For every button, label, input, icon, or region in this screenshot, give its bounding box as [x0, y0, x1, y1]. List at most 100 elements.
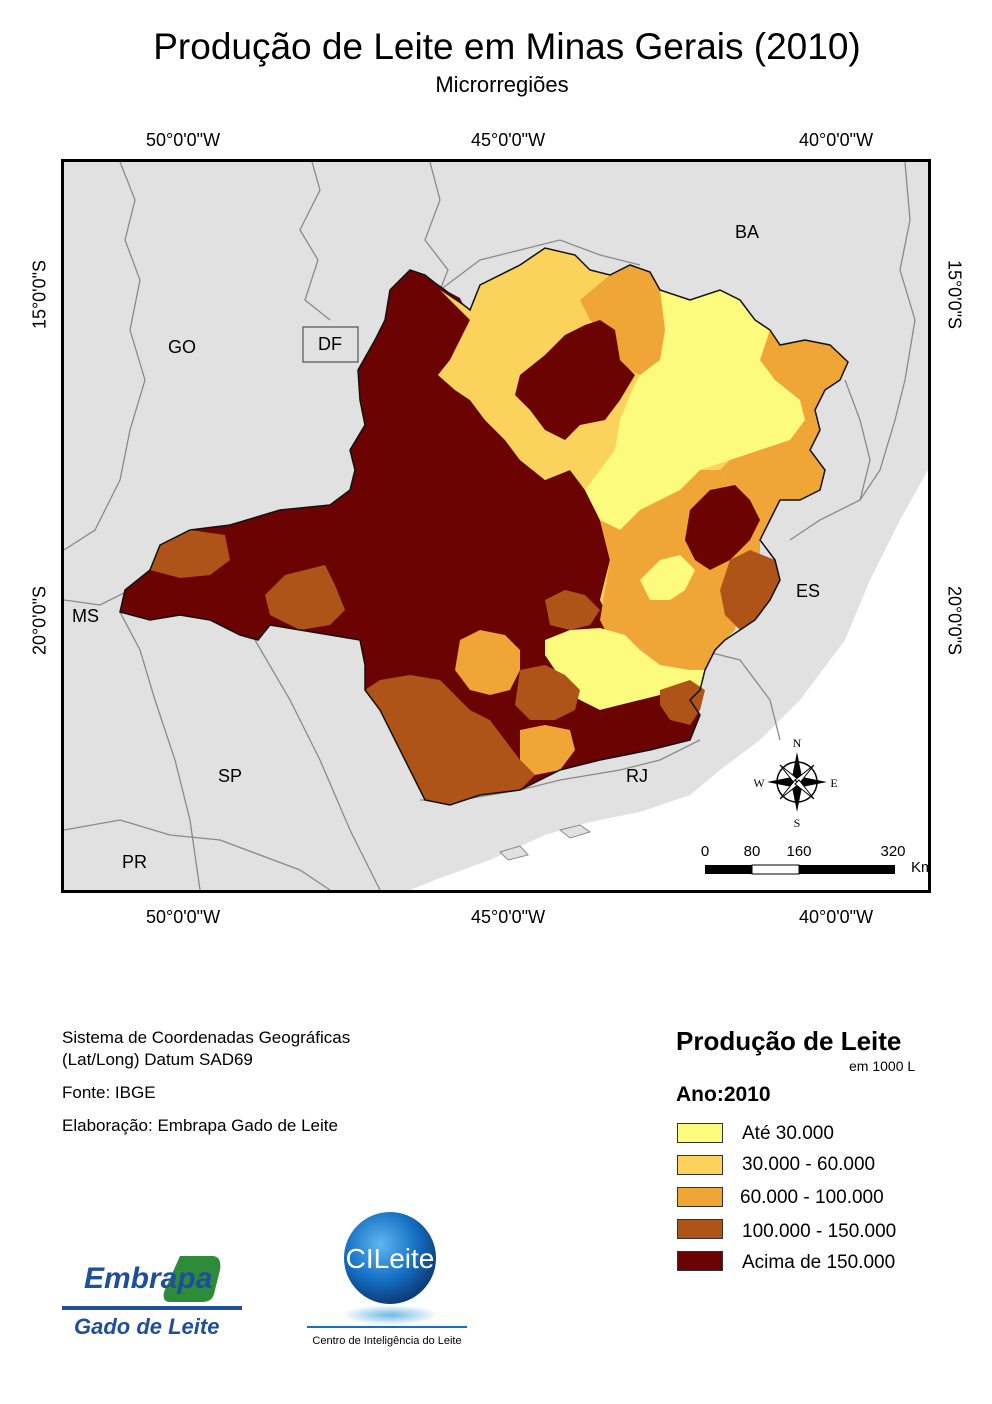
crs-line-1: Sistema de Coordenadas Geográficas: [62, 1028, 351, 1047]
state-label-ms: MS: [72, 606, 99, 626]
scale-segment: [751, 864, 800, 875]
mg-region-class-4: [365, 675, 535, 805]
compass-needle-east: [797, 777, 827, 787]
cileite-shadow: [342, 1305, 438, 1325]
compass-needle-west: [767, 777, 797, 787]
compass-n-label: N: [793, 736, 802, 750]
state-border-line: [64, 589, 131, 606]
legend-swatch-5: [677, 1251, 723, 1271]
map-title: Produção de Leite em Minas Gerais (2010): [153, 26, 861, 67]
lat-label-left-20s: 20°0'0"S: [29, 585, 50, 656]
mg-region-class-3: [720, 330, 848, 520]
legend-swatch-1: [677, 1123, 723, 1143]
compass-s-label: S: [794, 816, 801, 830]
map-subtitle: Microrregiões: [435, 72, 569, 97]
lat-label-right-15s: 15°0'0"S: [944, 259, 965, 330]
mg-region-class-1: [640, 555, 695, 600]
state-label-es: ES: [796, 581, 820, 601]
legend-label-4: 100.000 - 150.000: [742, 1221, 897, 1242]
scale-segment: [799, 865, 895, 874]
lon-label-bottom-40w: 40°0'0"W: [799, 907, 874, 927]
state-label-go: GO: [168, 337, 196, 357]
mg-region-class-4: [545, 590, 600, 630]
state-label-df: DF: [318, 334, 342, 354]
mg-region-class-5: [685, 485, 760, 570]
source-text: Fonte: IBGE: [62, 1083, 156, 1102]
state-border-line: [119, 611, 201, 890]
embrapa-subtitle: Gado de Leite: [74, 1314, 219, 1339]
state-label-ba: BA: [735, 222, 759, 242]
legend-swatch-2: [677, 1155, 723, 1175]
embrapa-rule: [62, 1306, 242, 1310]
author-text: Elaboração: Embrapa Gado de Leite: [62, 1116, 338, 1135]
mg-region-class-4: [720, 550, 780, 630]
cileite-wordmark: CILeite: [346, 1243, 435, 1274]
state-border-line: [64, 819, 331, 890]
state-border-line: [424, 162, 449, 291]
lat-label-left-15s: 15°0'0"S: [29, 259, 50, 330]
lon-label-bottom-45w: 45°0'0"W: [471, 907, 546, 927]
cileite-logo: CILeite Centro de Inteligência do Leite: [305, 1208, 470, 1350]
compass-needle-se: [794, 779, 815, 800]
state-border-line: [64, 162, 146, 551]
embrapa-wordmark: Embrapa: [84, 1262, 212, 1295]
state-border-line: [299, 162, 331, 321]
legend-swatch-3: [677, 1187, 723, 1207]
compass-e-label: E: [830, 776, 837, 790]
legend-label-2: 30.000 - 60.000: [742, 1154, 876, 1175]
mg-region-class-5: [570, 700, 690, 760]
scale-bar: 0 80 160 320 Km: [701, 843, 928, 876]
cileite-rule: [307, 1326, 467, 1328]
map-canvas: BA GO DF MS ES SP RJ PR N S W E: [64, 162, 928, 890]
scale-unit: Km: [911, 859, 928, 876]
cileite-sphere: [344, 1212, 436, 1304]
lon-label-top-45w: 45°0'0"W: [471, 130, 546, 150]
island-shape: [499, 845, 529, 861]
mg-outline: [119, 247, 849, 806]
mg-region-class-3: [580, 265, 665, 375]
crs-line-2: (Lat/Long) Datum SAD69: [62, 1050, 253, 1069]
compass-w-label: W: [753, 776, 765, 790]
mg-region-class-1: [585, 290, 805, 530]
state-border-line: [254, 639, 381, 890]
scale-segment: [705, 865, 752, 874]
mg-region-class-3: [455, 630, 520, 695]
mg-region-class-5: [515, 320, 635, 440]
compass-needle-south: [792, 782, 802, 812]
mg-region-class-4: [150, 530, 230, 578]
mg-region-class-4: [265, 565, 345, 630]
state-border-line: [859, 162, 916, 501]
embrapa-leaf-shape: [163, 1256, 221, 1302]
scale-tick-0: 0: [701, 843, 709, 860]
lon-label-top-40w: 40°0'0"W: [799, 130, 874, 150]
legend-label-3: 60.000 - 100.000: [740, 1187, 884, 1208]
scale-tick-160: 160: [786, 843, 811, 860]
legend-label-1: Até 30.000: [742, 1123, 834, 1144]
state-border-line: [439, 239, 641, 291]
north-arrow: N S W E: [753, 736, 837, 830]
legend-year: Ano:2010: [676, 1083, 771, 1106]
legend-swatch-4: [677, 1219, 723, 1239]
mg-region-class-5: [455, 695, 510, 740]
embrapa-logo-graphic: Embrapa Gado de Leite: [62, 1256, 242, 1339]
state-border-line: [789, 379, 871, 541]
state-border-line: [699, 649, 781, 741]
mg-region-class-3: [520, 725, 575, 775]
lon-label-top-50w: 50°0'0"W: [146, 130, 221, 150]
legend-label-5: Acima de 150.000: [742, 1252, 896, 1273]
state-label-sp: SP: [218, 766, 242, 786]
lon-label-bottom-50w: 50°0'0"W: [146, 907, 221, 927]
state-label-rj: RJ: [626, 766, 648, 786]
state-label-pr: PR: [122, 852, 147, 872]
cileite-logo-graphic: CILeite Centro de Inteligência do Leite: [307, 1212, 467, 1347]
cileite-caption: Centro de Inteligência do Leite: [312, 1335, 461, 1347]
scale-tick-320: 320: [880, 843, 905, 860]
mg-region-class-4: [515, 665, 580, 720]
compass-needle-north: [792, 752, 802, 782]
legend-title: Produção de Leite: [676, 1026, 902, 1056]
state-borders: [64, 162, 916, 890]
embrapa-logo: Embrapa Gado de Leite: [62, 1250, 252, 1345]
map-frame: BA GO DF MS ES SP RJ PR N S W E: [61, 159, 931, 893]
scale-tick-80: 80: [744, 843, 761, 860]
legend-unit: em 1000 L: [849, 1058, 916, 1074]
